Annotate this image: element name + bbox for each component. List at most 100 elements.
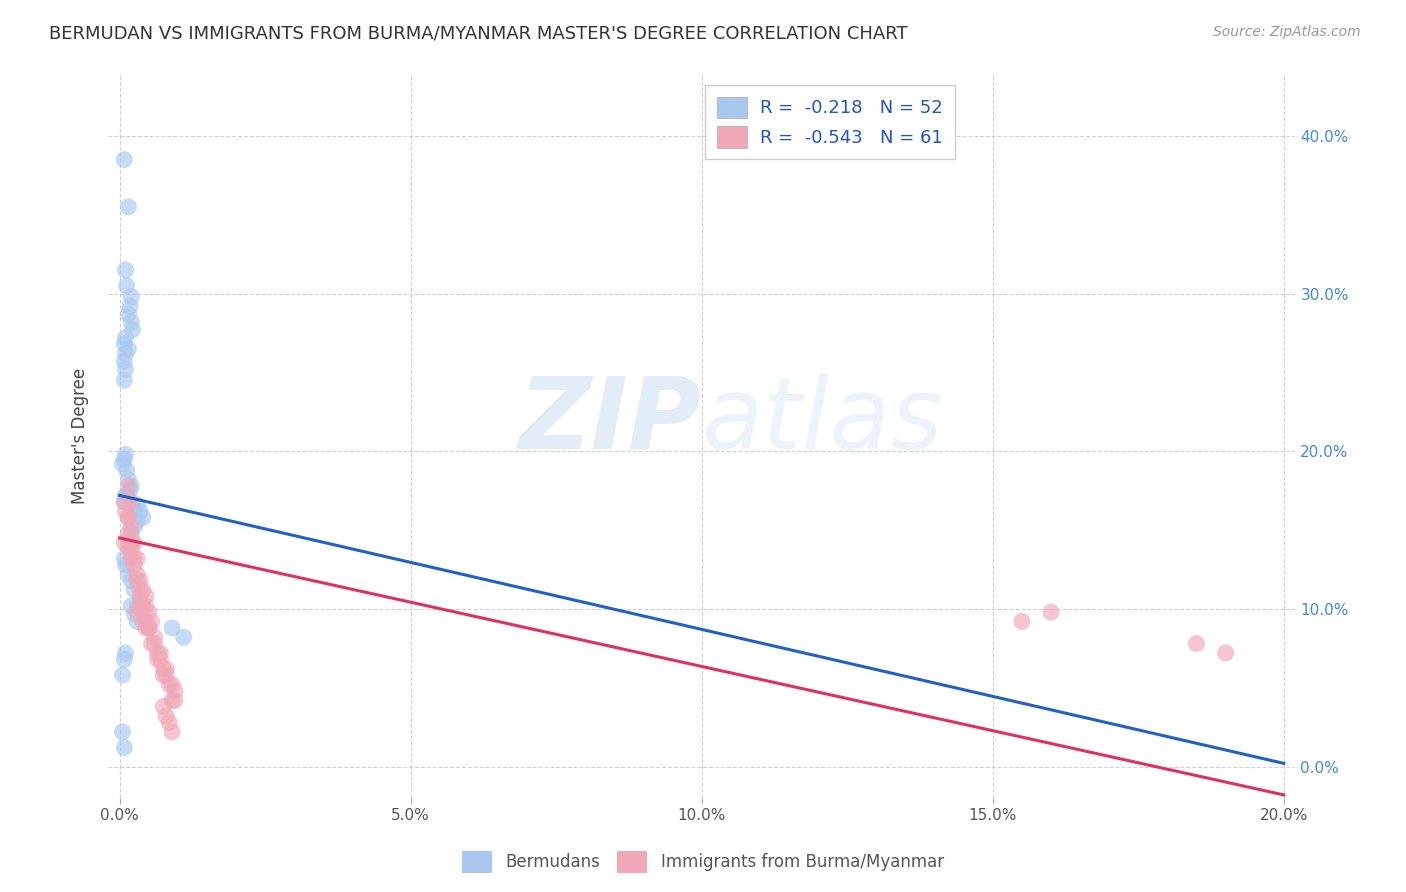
Point [155, 662, 177, 676]
Point [160, 677, 183, 691]
Point [1011, 615, 1033, 629]
Point [114, 646, 136, 660]
Point [117, 307, 139, 321]
Point [146, 652, 169, 666]
Point [114, 362, 136, 376]
Point [141, 637, 163, 651]
Point [143, 630, 166, 644]
Point [135, 621, 157, 635]
Point [122, 520, 145, 534]
Point [115, 488, 138, 502]
Point [112, 494, 135, 508]
Point [149, 652, 172, 666]
Point [120, 520, 142, 534]
Point [117, 541, 139, 556]
Y-axis label: Master's Degree: Master's Degree [72, 368, 89, 504]
Point [132, 510, 155, 524]
Point [163, 684, 186, 698]
Point [132, 615, 155, 629]
Point [112, 337, 135, 351]
Point [149, 646, 172, 660]
Point [114, 558, 136, 572]
Point [122, 535, 145, 549]
Point [143, 637, 166, 651]
Point [135, 589, 157, 603]
Point [120, 599, 142, 613]
Point [117, 479, 139, 493]
Point [127, 605, 149, 619]
Text: ZIP: ZIP [519, 373, 702, 469]
Point [160, 724, 183, 739]
Point [112, 652, 135, 666]
Point [114, 504, 136, 518]
Point [120, 482, 142, 496]
Point [112, 153, 135, 167]
Point [120, 526, 142, 541]
Point [138, 621, 160, 635]
Point [120, 479, 142, 493]
Point [120, 315, 142, 329]
Point [120, 551, 142, 566]
Point [129, 599, 152, 613]
Point [121, 323, 143, 337]
Point [117, 535, 139, 549]
Point [115, 278, 138, 293]
Point [120, 541, 142, 556]
Point [120, 498, 142, 512]
Point [127, 498, 149, 512]
Point [132, 582, 155, 597]
Point [111, 724, 134, 739]
Point [160, 693, 183, 707]
Point [127, 599, 149, 613]
Point [132, 605, 155, 619]
Point [112, 494, 135, 508]
Point [127, 567, 149, 582]
Point [155, 668, 177, 682]
Point [138, 621, 160, 635]
Point [120, 290, 142, 304]
Point [117, 567, 139, 582]
Point [122, 502, 145, 516]
Point [1185, 637, 1208, 651]
Point [117, 510, 139, 524]
Point [152, 699, 174, 714]
Point [141, 615, 163, 629]
Point [114, 488, 136, 502]
Point [138, 621, 160, 635]
Point [129, 504, 152, 518]
Text: atlas: atlas [702, 373, 943, 469]
Point [117, 200, 139, 214]
Point [115, 463, 138, 477]
Point [114, 263, 136, 277]
Point [138, 605, 160, 619]
Point [152, 662, 174, 676]
Point [120, 494, 142, 508]
Point [152, 668, 174, 682]
Point [129, 574, 152, 588]
Point [129, 582, 152, 597]
Point [117, 526, 139, 541]
Point [117, 494, 139, 508]
Point [163, 693, 186, 707]
Point [112, 452, 135, 467]
Point [132, 599, 155, 613]
Point [122, 558, 145, 572]
Point [157, 677, 180, 691]
Point [129, 589, 152, 603]
Point [127, 551, 149, 566]
Point [146, 646, 169, 660]
Point [114, 447, 136, 461]
Point [112, 354, 135, 368]
Point [122, 582, 145, 597]
Point [135, 615, 157, 629]
Point [117, 473, 139, 487]
Point [155, 709, 177, 723]
Point [114, 346, 136, 360]
Point [122, 607, 145, 621]
Point [160, 621, 183, 635]
Point [112, 535, 135, 549]
Point [135, 599, 157, 613]
Point [173, 630, 195, 644]
Point [127, 574, 149, 588]
Point [1215, 646, 1237, 660]
